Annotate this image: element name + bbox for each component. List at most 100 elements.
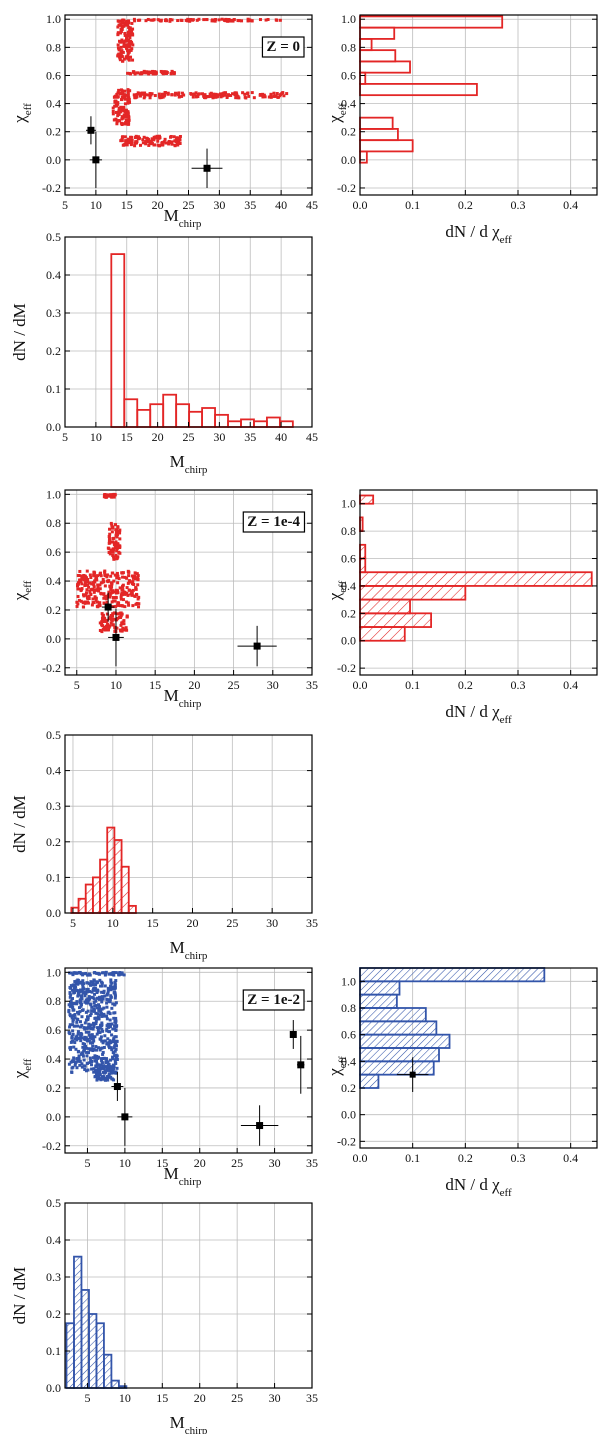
y-tick-label: 0.2 <box>46 1081 61 1095</box>
scatter-point <box>130 42 134 46</box>
scatter-point <box>107 550 111 554</box>
scatter-point <box>115 1066 119 1070</box>
x-tick-label: 10 <box>107 916 119 930</box>
scatter-point <box>165 141 169 145</box>
scatter-point <box>113 100 117 104</box>
scatter-point <box>132 70 136 74</box>
scatter-point <box>91 1027 95 1031</box>
scatter-point <box>285 92 289 96</box>
scatter-point <box>108 595 112 599</box>
scatter-point <box>90 603 94 607</box>
x-tick-label: 0.4 <box>563 198 578 212</box>
scatter-point <box>90 1033 94 1037</box>
x-tick-label: 0.3 <box>511 198 526 212</box>
metallicity-label-box <box>242 989 305 1011</box>
x-tick-label: 5 <box>62 198 68 212</box>
y-tick-label: 0.6 <box>341 552 356 566</box>
scatter-point <box>85 1046 89 1050</box>
tick-labels: 5 10 15 20 25 30 35 40 45 0.0 0.1 0.2 0.3 0.4 0.5 <box>46 230 318 444</box>
scatter-point <box>261 92 265 96</box>
scatter-point <box>129 135 133 139</box>
scatter-point <box>96 585 100 589</box>
scatter-point <box>131 580 135 584</box>
scatter-point <box>85 588 89 592</box>
scatter-point <box>81 1054 85 1058</box>
scatter-point <box>80 994 84 998</box>
scatter-point <box>92 1039 96 1043</box>
scatter-point <box>75 604 79 608</box>
scatter-point <box>72 1024 76 1028</box>
scatter-point <box>147 143 151 147</box>
scatter-point <box>97 1005 101 1009</box>
scatter-point <box>91 1041 95 1045</box>
scatter-point <box>88 581 92 585</box>
scatter-point <box>126 593 130 597</box>
scatter-point <box>76 989 80 993</box>
scatter-point <box>75 600 79 604</box>
observed-point <box>87 126 95 134</box>
scatter-point <box>69 1047 73 1051</box>
scatter-point <box>94 1016 98 1020</box>
scatter-point <box>70 988 74 992</box>
y-tick-label: 0.8 <box>46 994 61 1008</box>
scatter-point <box>111 596 115 600</box>
x-tick-label: 0.4 <box>563 678 578 692</box>
scatter-point <box>148 96 152 100</box>
scatter-point <box>126 90 130 94</box>
scatter-point <box>80 1023 84 1027</box>
scatter-point <box>109 621 113 625</box>
scatter-point <box>103 984 107 988</box>
scatter-point <box>92 1070 96 1074</box>
x-tick-label: 30 <box>269 1391 281 1405</box>
scatter-point <box>74 982 78 986</box>
scatter-point <box>76 981 80 985</box>
scatter-point <box>121 584 125 588</box>
scatter-point <box>106 986 110 990</box>
x-tick-label: 5 <box>74 678 80 692</box>
y-tick-label: 0.0 <box>46 153 61 167</box>
y-tick-label: 0.8 <box>46 40 61 54</box>
y-axis-title: χeff <box>325 103 349 124</box>
scatter-point <box>126 71 130 75</box>
scatter-point <box>113 1059 117 1063</box>
observed-points <box>101 592 277 667</box>
scatter-point <box>111 1070 115 1074</box>
scatter-point <box>92 1025 96 1029</box>
scatter-point <box>119 28 123 32</box>
scatter-point <box>111 1055 115 1059</box>
scatter-point <box>176 143 180 147</box>
y-tick-label: 0.5 <box>46 230 61 244</box>
scatter-point <box>101 1041 105 1045</box>
observed-points <box>396 1057 429 1092</box>
scatter-point <box>115 618 119 622</box>
scatter-point <box>120 571 124 575</box>
y-axis-title: χeff <box>325 580 349 601</box>
scatter-point <box>101 1052 105 1056</box>
scatter-point <box>112 987 116 991</box>
scatter-point <box>87 995 91 999</box>
scatter-point <box>127 603 131 607</box>
scatter-point <box>147 70 151 74</box>
scatter-point <box>104 495 108 499</box>
scatter-point <box>126 49 130 53</box>
x-tick-label: 0.2 <box>458 678 473 692</box>
scatter-point <box>92 583 96 587</box>
scatter-point <box>106 1065 110 1069</box>
scatter-point <box>120 117 124 121</box>
scatter-point <box>96 1015 100 1019</box>
scatter-point <box>74 1047 78 1051</box>
scatter-point <box>123 592 127 596</box>
scatter-point <box>106 628 110 632</box>
scatter-point <box>84 593 88 597</box>
scatter-point <box>112 1016 116 1020</box>
scatter-point <box>71 1006 75 1010</box>
scatter-point <box>75 1034 79 1038</box>
scatter-point <box>107 1075 111 1079</box>
scatter-point <box>85 1054 89 1058</box>
scatter-point <box>71 1019 75 1023</box>
scatter-point <box>117 108 121 112</box>
scatter-point <box>209 94 213 98</box>
scatter-point <box>231 92 235 96</box>
scatter-point <box>123 93 127 97</box>
scatter-point <box>122 24 126 28</box>
